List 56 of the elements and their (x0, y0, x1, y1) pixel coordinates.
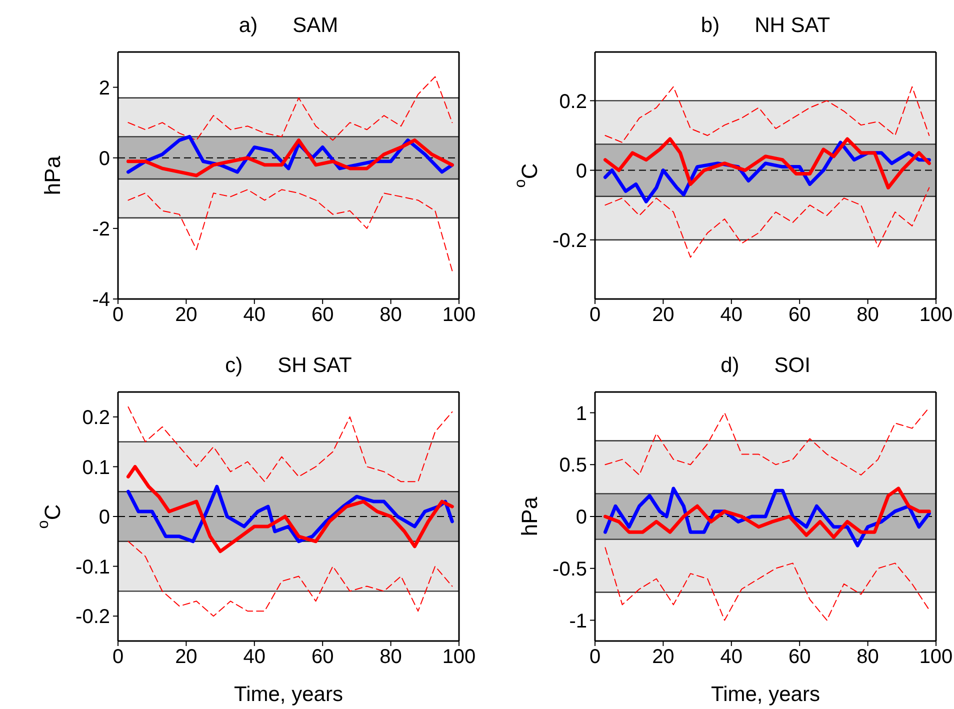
y-tick-label: 0 (98, 506, 110, 529)
line-series (128, 76, 453, 141)
x-tick-label: 40 (243, 304, 266, 326)
chart-title: c) SH SAT (224, 354, 353, 378)
line-series (604, 187, 930, 258)
line-series (128, 540, 453, 617)
y-tick-label: -0.2 (76, 606, 110, 628)
x-tick-label: 20 (175, 646, 198, 668)
y-tick-label: 0.5 (559, 454, 587, 477)
y-tick-label: -0.2 (552, 230, 587, 252)
y-tick-label: 0.2 (82, 407, 110, 429)
y-tick-label: 0 (576, 160, 587, 182)
y-tick-label: -0.1 (76, 556, 110, 578)
x-tick-label: 60 (311, 646, 334, 668)
chart-title: b) NH SAT (700, 14, 832, 38)
line-series (128, 189, 453, 272)
y-tick-label: -2 (92, 218, 110, 241)
x-tick-label: 40 (243, 646, 266, 668)
x-tick-label: 20 (175, 304, 198, 326)
y-tick-label: 0.1 (82, 456, 110, 479)
x-tick-label: 80 (856, 646, 879, 668)
x-tick-label: 100 (919, 646, 953, 668)
x-tick-label: 80 (856, 304, 879, 326)
x-axis-title: Time, years (711, 683, 820, 706)
x-tick-label: 80 (380, 304, 402, 326)
y-axis-title: hPa (40, 155, 64, 196)
x-tick-label: 100 (919, 304, 953, 326)
x-tick-label: 100 (442, 304, 476, 326)
line-series (128, 406, 453, 482)
line-series (604, 407, 930, 476)
chart-title: a) SAM (238, 14, 340, 38)
line-series (126, 464, 454, 554)
x-tick-label: 60 (788, 646, 811, 668)
y-tick-label: 0 (98, 148, 110, 170)
y-tick-label: 0 (576, 506, 587, 529)
line-series (604, 86, 930, 143)
x-tick-label: 60 (311, 304, 334, 326)
y-tick-label: -0.5 (552, 558, 587, 580)
x-tick-label: 20 (652, 646, 674, 668)
y-tick-label: -4 (92, 289, 110, 312)
y-axis-title: hPa (516, 496, 542, 536)
x-tick-label: 40 (720, 304, 743, 326)
chart-title: d) SOI (720, 354, 812, 378)
x-tick-label: 60 (788, 304, 811, 326)
line-series (603, 137, 931, 190)
y-tick-label: 0.2 (559, 90, 587, 113)
x-tick-label: 40 (720, 646, 743, 668)
line-series (126, 484, 454, 544)
x-tick-label: 80 (380, 646, 402, 668)
x-tick-label: 20 (652, 304, 674, 326)
x-tick-label: 100 (442, 646, 476, 668)
y-tick-label: 2 (98, 77, 110, 100)
y-tick-label: 1 (576, 402, 587, 425)
line-series (604, 547, 930, 621)
x-axis-title: Time, years (234, 683, 343, 706)
y-tick-label: -1 (569, 610, 587, 632)
